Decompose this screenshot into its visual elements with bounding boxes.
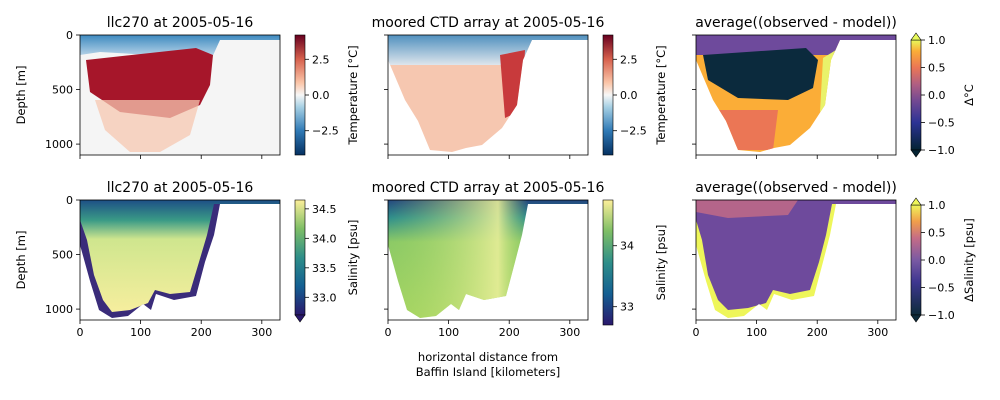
colorbar-6-tick-label: 0.0 xyxy=(928,254,946,267)
colorbar-3-tick-label: 1.0 xyxy=(928,34,946,47)
colorbar-5 xyxy=(602,199,614,326)
panel-5-frame xyxy=(387,199,589,321)
panel-2-frame xyxy=(387,34,589,156)
panel-6-xtick-label: 100 xyxy=(746,326,767,339)
panel-4-ytick-label: 1000 xyxy=(45,303,73,316)
colorbar-5-tick-label: 33 xyxy=(620,301,634,314)
colorbar-4-tick-label: 33.0 xyxy=(312,291,337,304)
colorbar-1-tick-label: 0.0 xyxy=(312,89,330,102)
colorbar-2-tick-label: 2.5 xyxy=(620,53,638,66)
colorbar-4-extend-min xyxy=(294,314,306,323)
panel-5-xtick-label: 0 xyxy=(385,326,392,339)
colorbar-4-tick-label: 34.5 xyxy=(312,203,337,216)
panel-1-surface-layer xyxy=(80,35,280,62)
colorbar-2-tick-label: −2.5 xyxy=(620,125,647,138)
panel-6-xtick-label: 200 xyxy=(807,326,828,339)
colorbar-4-tick-label: 34.0 xyxy=(312,232,337,245)
colorbar-6-tick-label: −0.5 xyxy=(928,282,955,295)
panel-4-section-fill xyxy=(80,200,280,312)
colorbar-5-label: Salinity [psu] xyxy=(654,225,668,301)
panel-4-frame xyxy=(79,199,281,321)
panel-6-title: average((observed - model)) xyxy=(695,180,897,196)
panel-4-ylabel: Depth [m] xyxy=(14,231,28,290)
colorbars xyxy=(294,32,922,326)
panel-4-xtick-label: 300 xyxy=(251,326,272,339)
colorbar-4 xyxy=(294,199,306,316)
colorbar-6-tick-label: −1.0 xyxy=(928,309,955,322)
colorbar-6-tick-label: 1.0 xyxy=(928,199,946,212)
panel-3-frame xyxy=(695,34,897,156)
panel-6-xtick-label: 300 xyxy=(867,326,888,339)
panel-3 xyxy=(695,34,897,156)
colorbar-6-tick-label: 0.5 xyxy=(928,227,946,240)
colorbar-2-tick-label: 0.0 xyxy=(620,89,638,102)
colorbar-2-label: Temperature [°C] xyxy=(654,45,668,145)
panel-1-title: llc270 at 2005-05-16 xyxy=(107,15,254,31)
panel-1-frame xyxy=(79,34,281,156)
colorbar-3-label: Δ°C xyxy=(962,84,976,106)
colorbar-1-tick-label: −2.5 xyxy=(312,125,339,138)
colorbar-3-tick-label: 0.5 xyxy=(928,62,946,75)
panel-4-ytick-label: 500 xyxy=(52,249,73,262)
panel-2-title: moored CTD array at 2005-05-16 xyxy=(372,15,605,31)
colorbar-4-tick-label: 33.5 xyxy=(312,262,337,275)
panel-4-title: llc270 at 2005-05-16 xyxy=(107,180,254,196)
panel-4-ytick-label: 0 xyxy=(66,194,73,207)
panel-3-title: average((observed - model)) xyxy=(695,15,897,31)
colorbar-1 xyxy=(294,34,306,156)
panel-1 xyxy=(79,34,281,156)
panel-6-frame xyxy=(695,199,897,321)
colorbar-3 xyxy=(910,39,922,151)
panel-2 xyxy=(387,34,589,156)
panel-6 xyxy=(695,199,897,321)
colorbar-6 xyxy=(910,204,922,316)
panel-5-xtick-label: 300 xyxy=(559,326,580,339)
colorbar-4-label: Salinity [psu] xyxy=(346,220,360,296)
colorbar-6-extend-min xyxy=(910,314,922,323)
panel-5 xyxy=(387,199,589,321)
panel-6-xtick-label: 0 xyxy=(693,326,700,339)
panel-1-ytick-label: 500 xyxy=(52,84,73,97)
colorbar-3-tick-label: 0.0 xyxy=(928,89,946,102)
colorbar-3-tick-label: −1.0 xyxy=(928,144,955,157)
panel-5-xtick-label: 200 xyxy=(499,326,520,339)
panel-1-deep-warm xyxy=(95,100,200,152)
colorbar-1-tick-label: 2.5 xyxy=(312,53,330,66)
panel-1-ylabel: Depth [m] xyxy=(14,66,28,125)
panel-1-ytick-label: 0 xyxy=(66,29,73,42)
colorbar-5-tick-label: 34 xyxy=(620,240,634,253)
panel-6-section-fill xyxy=(696,200,896,310)
panel-3-dark-core xyxy=(703,48,818,100)
colorbar-3-tick-label: −0.5 xyxy=(928,117,955,130)
panel-6-surface-layer xyxy=(696,200,798,218)
colorbar-6-extend-max xyxy=(910,197,922,206)
panel-5-xlabel: horizontal distance from xyxy=(418,350,558,364)
panel-4-xtick-label: 100 xyxy=(130,326,151,339)
panel-5-title: moored CTD array at 2005-05-16 xyxy=(372,180,605,196)
colorbar-3-extend-max xyxy=(910,32,922,41)
panel-4-xtick-label: 200 xyxy=(191,326,212,339)
colorbar-1-label: Temperature [°C] xyxy=(346,45,360,145)
panel-1-ytick-label: 1000 xyxy=(45,138,73,151)
colorbar-6-label: ΔSalinity [psu] xyxy=(962,218,976,302)
panel-5-xtick-label: 100 xyxy=(438,326,459,339)
colorbar-2 xyxy=(602,34,614,156)
colorbar-3-extend-min xyxy=(910,149,922,158)
panel-4 xyxy=(79,199,281,321)
panel-5-xlabel: Baffin Island [kilometers] xyxy=(416,365,561,379)
panel-4-xtick-label: 0 xyxy=(77,326,84,339)
